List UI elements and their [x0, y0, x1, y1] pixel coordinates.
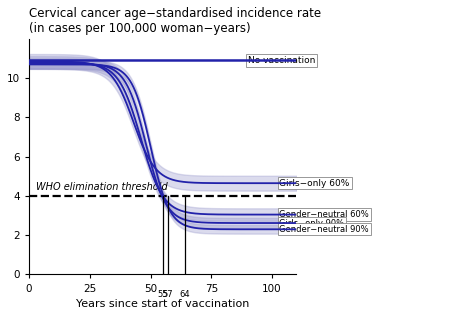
Text: WHO elimination threshold: WHO elimination threshold [36, 182, 168, 191]
Text: Gender−neutral 90%: Gender−neutral 90% [279, 225, 369, 234]
Text: No vaccination: No vaccination [248, 56, 315, 65]
Text: Girls−only 90%: Girls−only 90% [279, 219, 345, 228]
Text: Girls−only 60%: Girls−only 60% [279, 179, 350, 188]
Text: Cervical cancer age−standardised incidence rate
(in cases per 100,000 woman−year: Cervical cancer age−standardised inciden… [29, 7, 321, 35]
Text: 64: 64 [179, 290, 190, 299]
Text: 57: 57 [162, 290, 173, 299]
Text: 55: 55 [157, 290, 168, 299]
X-axis label: Years since start of vaccination: Years since start of vaccination [76, 299, 249, 309]
Text: Gender−neutral 60%: Gender−neutral 60% [279, 210, 369, 219]
